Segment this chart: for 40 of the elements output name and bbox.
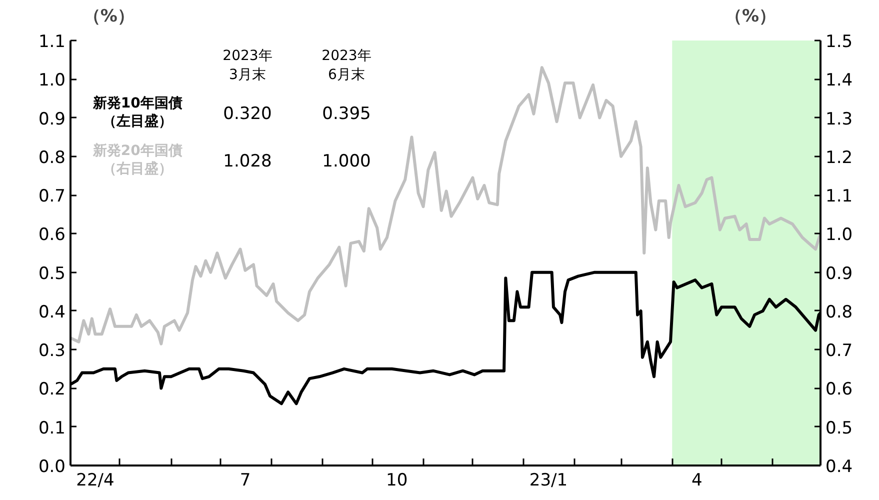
y-tick-label: 1.0 — [38, 70, 66, 91]
annotation: 2023年 3月末 — [222, 48, 272, 84]
y2-tick-label: 0.8 — [826, 302, 853, 322]
line-series — [70, 66, 820, 346]
text: 新発10年国債（左目盛） — [92, 94, 182, 130]
annotation: 1.000 — [322, 151, 371, 172]
annotation: 1.028 — [223, 151, 272, 172]
y-tick-label: 0.8 — [38, 148, 66, 168]
y2-tick-label: 0.7 — [826, 341, 853, 362]
y2-tick-label: 1.4 — [826, 70, 853, 91]
annotation: 0.320 — [223, 104, 272, 124]
x-tick-label: 7 — [240, 470, 251, 490]
y-tick-label: 0.4 — [38, 302, 66, 322]
x-tick-label: 22/4 — [76, 470, 114, 490]
y2-tick-label: 1.0 — [826, 225, 853, 246]
x-tick-label: 4 — [691, 470, 702, 490]
y2-tick-label: 0.6 — [826, 380, 853, 400]
y2-axis-title: （%） — [725, 6, 776, 26]
annotation: 0.395 — [322, 104, 371, 124]
y-tick-label: 0.3 — [38, 341, 66, 362]
y2-tick-label: 1.3 — [826, 109, 853, 130]
y-tick-label: 0.7 — [38, 186, 66, 207]
x-tick-label: 10 — [386, 470, 408, 490]
y-tick-label: 0.2 — [38, 380, 66, 400]
y-tick-label: 0.6 — [38, 225, 66, 246]
y-tick-label: 0.0 — [38, 457, 66, 477]
annotation: 2023年 6月末 — [322, 48, 372, 84]
x-tick-label: 23/1 — [529, 470, 568, 490]
y-tick-label: 0.9 — [38, 109, 66, 130]
text: 新発20年国債（右目盛） — [92, 142, 182, 177]
y2-tick-label: 0.5 — [826, 418, 853, 438]
y2-tick-label: 1.5 — [826, 32, 853, 52]
y-axis-title: （%） — [83, 6, 134, 26]
y-tick-label: 1.1 — [38, 32, 66, 52]
y-tick-label: 0.1 — [38, 418, 66, 438]
y2-tick-label: 0.4 — [826, 457, 853, 477]
y2-tick-label: 1.2 — [826, 148, 853, 168]
y-tick-label: 0.5 — [38, 264, 66, 284]
y2-tick-label: 0.9 — [826, 264, 853, 284]
y2-tick-label: 1.1 — [826, 186, 853, 207]
